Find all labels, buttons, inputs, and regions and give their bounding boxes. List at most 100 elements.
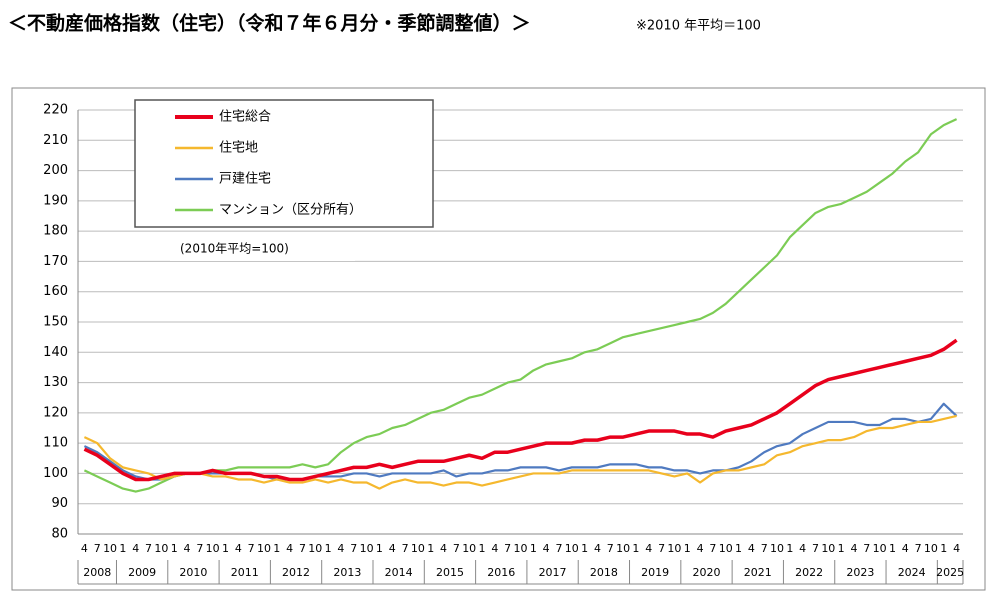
x-tick-label: 10 — [206, 542, 220, 555]
year-label: 2023 — [846, 566, 874, 579]
chart-title: ＜不動産価格指数（住宅）（令和７年６月分・季節調整値）＞ — [8, 12, 531, 35]
x-tick-label: 7 — [196, 542, 203, 555]
y-tick-label: 140 — [43, 345, 68, 360]
x-tick-label: 10 — [411, 542, 425, 555]
year-label: 2013 — [333, 566, 361, 579]
x-tick-label: 7 — [145, 542, 152, 555]
y-tick-label: 210 — [43, 133, 68, 148]
series-line — [83, 414, 957, 490]
y-tick-label: 100 — [43, 466, 68, 481]
x-tick-label: 7 — [299, 542, 306, 555]
x-tick-label: 7 — [453, 542, 460, 555]
x-tick-label: 1 — [171, 542, 178, 555]
x-tick-label: 10 — [667, 542, 681, 555]
chart-subtitle: ※2010 年平均＝100 — [636, 19, 761, 34]
x-tick-label: 4 — [850, 542, 857, 555]
x-tick-label: 1 — [376, 542, 383, 555]
chart-frame — [11, 87, 986, 591]
x-tick-label: 1 — [786, 542, 793, 555]
x-tick-label: 10 — [360, 542, 374, 555]
x-tick-label: 7 — [761, 542, 768, 555]
year-label: 2008 — [83, 566, 111, 579]
legend-label: 住宅地 — [219, 141, 258, 156]
y-tick-label: 200 — [43, 163, 68, 178]
legend-label: 戸建住宅 — [219, 172, 271, 187]
x-tick-label: 4 — [440, 542, 447, 555]
year-label: 2020 — [692, 566, 720, 579]
y-tick-label: 130 — [43, 375, 68, 390]
x-tick-label: 10 — [257, 542, 271, 555]
year-label: 2019 — [641, 566, 669, 579]
x-tick-label: 7 — [248, 542, 255, 555]
x-tick-label: 7 — [350, 542, 357, 555]
legend-label: マンション（区分所有） — [219, 203, 362, 218]
x-tick-label: 4 — [337, 542, 344, 555]
x-tick-label: 4 — [81, 542, 88, 555]
x-tick-label: 1 — [479, 542, 486, 555]
y-tick-label: 110 — [43, 436, 68, 451]
x-tick-label: 10 — [770, 542, 784, 555]
note-background — [170, 237, 355, 261]
x-tick-label: 4 — [594, 542, 601, 555]
x-tick-label: 4 — [184, 542, 191, 555]
x-tick-label: 1 — [632, 542, 639, 555]
x-tick-label: 1 — [684, 542, 691, 555]
x-tick-label: 10 — [821, 542, 835, 555]
y-tick-label: 170 — [43, 254, 68, 269]
year-label: 2016 — [487, 566, 515, 579]
x-tick-label: 4 — [491, 542, 498, 555]
x-tick-label: 7 — [555, 542, 562, 555]
year-label: 2021 — [744, 566, 772, 579]
year-label: 2015 — [436, 566, 464, 579]
x-tick-label: 7 — [402, 542, 409, 555]
series-line — [83, 338, 958, 482]
year-label: 2022 — [795, 566, 823, 579]
year-label: 2009 — [128, 566, 156, 579]
x-tick-label: 10 — [514, 542, 528, 555]
year-label: 2018 — [590, 566, 618, 579]
legend-label: 住宅総合 — [219, 110, 271, 125]
x-tick-label: 10 — [462, 542, 476, 555]
x-tick-label: 7 — [709, 542, 716, 555]
x-tick-label: 4 — [235, 542, 242, 555]
year-label: 2010 — [179, 566, 207, 579]
x-tick-label: 1 — [581, 542, 588, 555]
x-tick-label: 4 — [645, 542, 652, 555]
legend — [134, 99, 434, 228]
x-tick-label: 10 — [308, 542, 322, 555]
y-tick-label: 190 — [43, 193, 68, 208]
x-tick-label: 7 — [94, 542, 101, 555]
x-tick-label: 10 — [873, 542, 887, 555]
series-line — [83, 118, 958, 493]
x-tick-label: 7 — [607, 542, 614, 555]
x-tick-label: 4 — [953, 542, 960, 555]
x-tick-label: 4 — [132, 542, 139, 555]
x-tick-label: 4 — [748, 542, 755, 555]
y-tick-label: 80 — [51, 527, 68, 542]
x-tick-label: 7 — [658, 542, 665, 555]
y-tick-label: 220 — [43, 103, 68, 118]
y-tick-label: 120 — [43, 405, 68, 420]
x-tick-label: 1 — [838, 542, 845, 555]
x-tick-label: 1 — [325, 542, 332, 555]
x-tick-label: 4 — [543, 542, 550, 555]
x-tick-label: 1 — [530, 542, 537, 555]
x-tick-label: 4 — [389, 542, 396, 555]
y-tick-label: 90 — [51, 496, 68, 511]
x-tick-label: 7 — [863, 542, 870, 555]
x-tick-label: 1 — [119, 542, 126, 555]
x-tick-label: 10 — [616, 542, 630, 555]
x-tick-label: 4 — [286, 542, 293, 555]
y-tick-label: 160 — [43, 284, 68, 299]
x-tick-label: 4 — [799, 542, 806, 555]
y-tick-label: 180 — [43, 224, 68, 239]
x-tick-label: 10 — [719, 542, 733, 555]
year-label: 2011 — [231, 566, 259, 579]
x-tick-label: 7 — [504, 542, 511, 555]
x-tick-label: 10 — [154, 542, 168, 555]
x-tick-label: 7 — [915, 542, 922, 555]
x-tick-label: 1 — [427, 542, 434, 555]
x-tick-label: 1 — [940, 542, 947, 555]
